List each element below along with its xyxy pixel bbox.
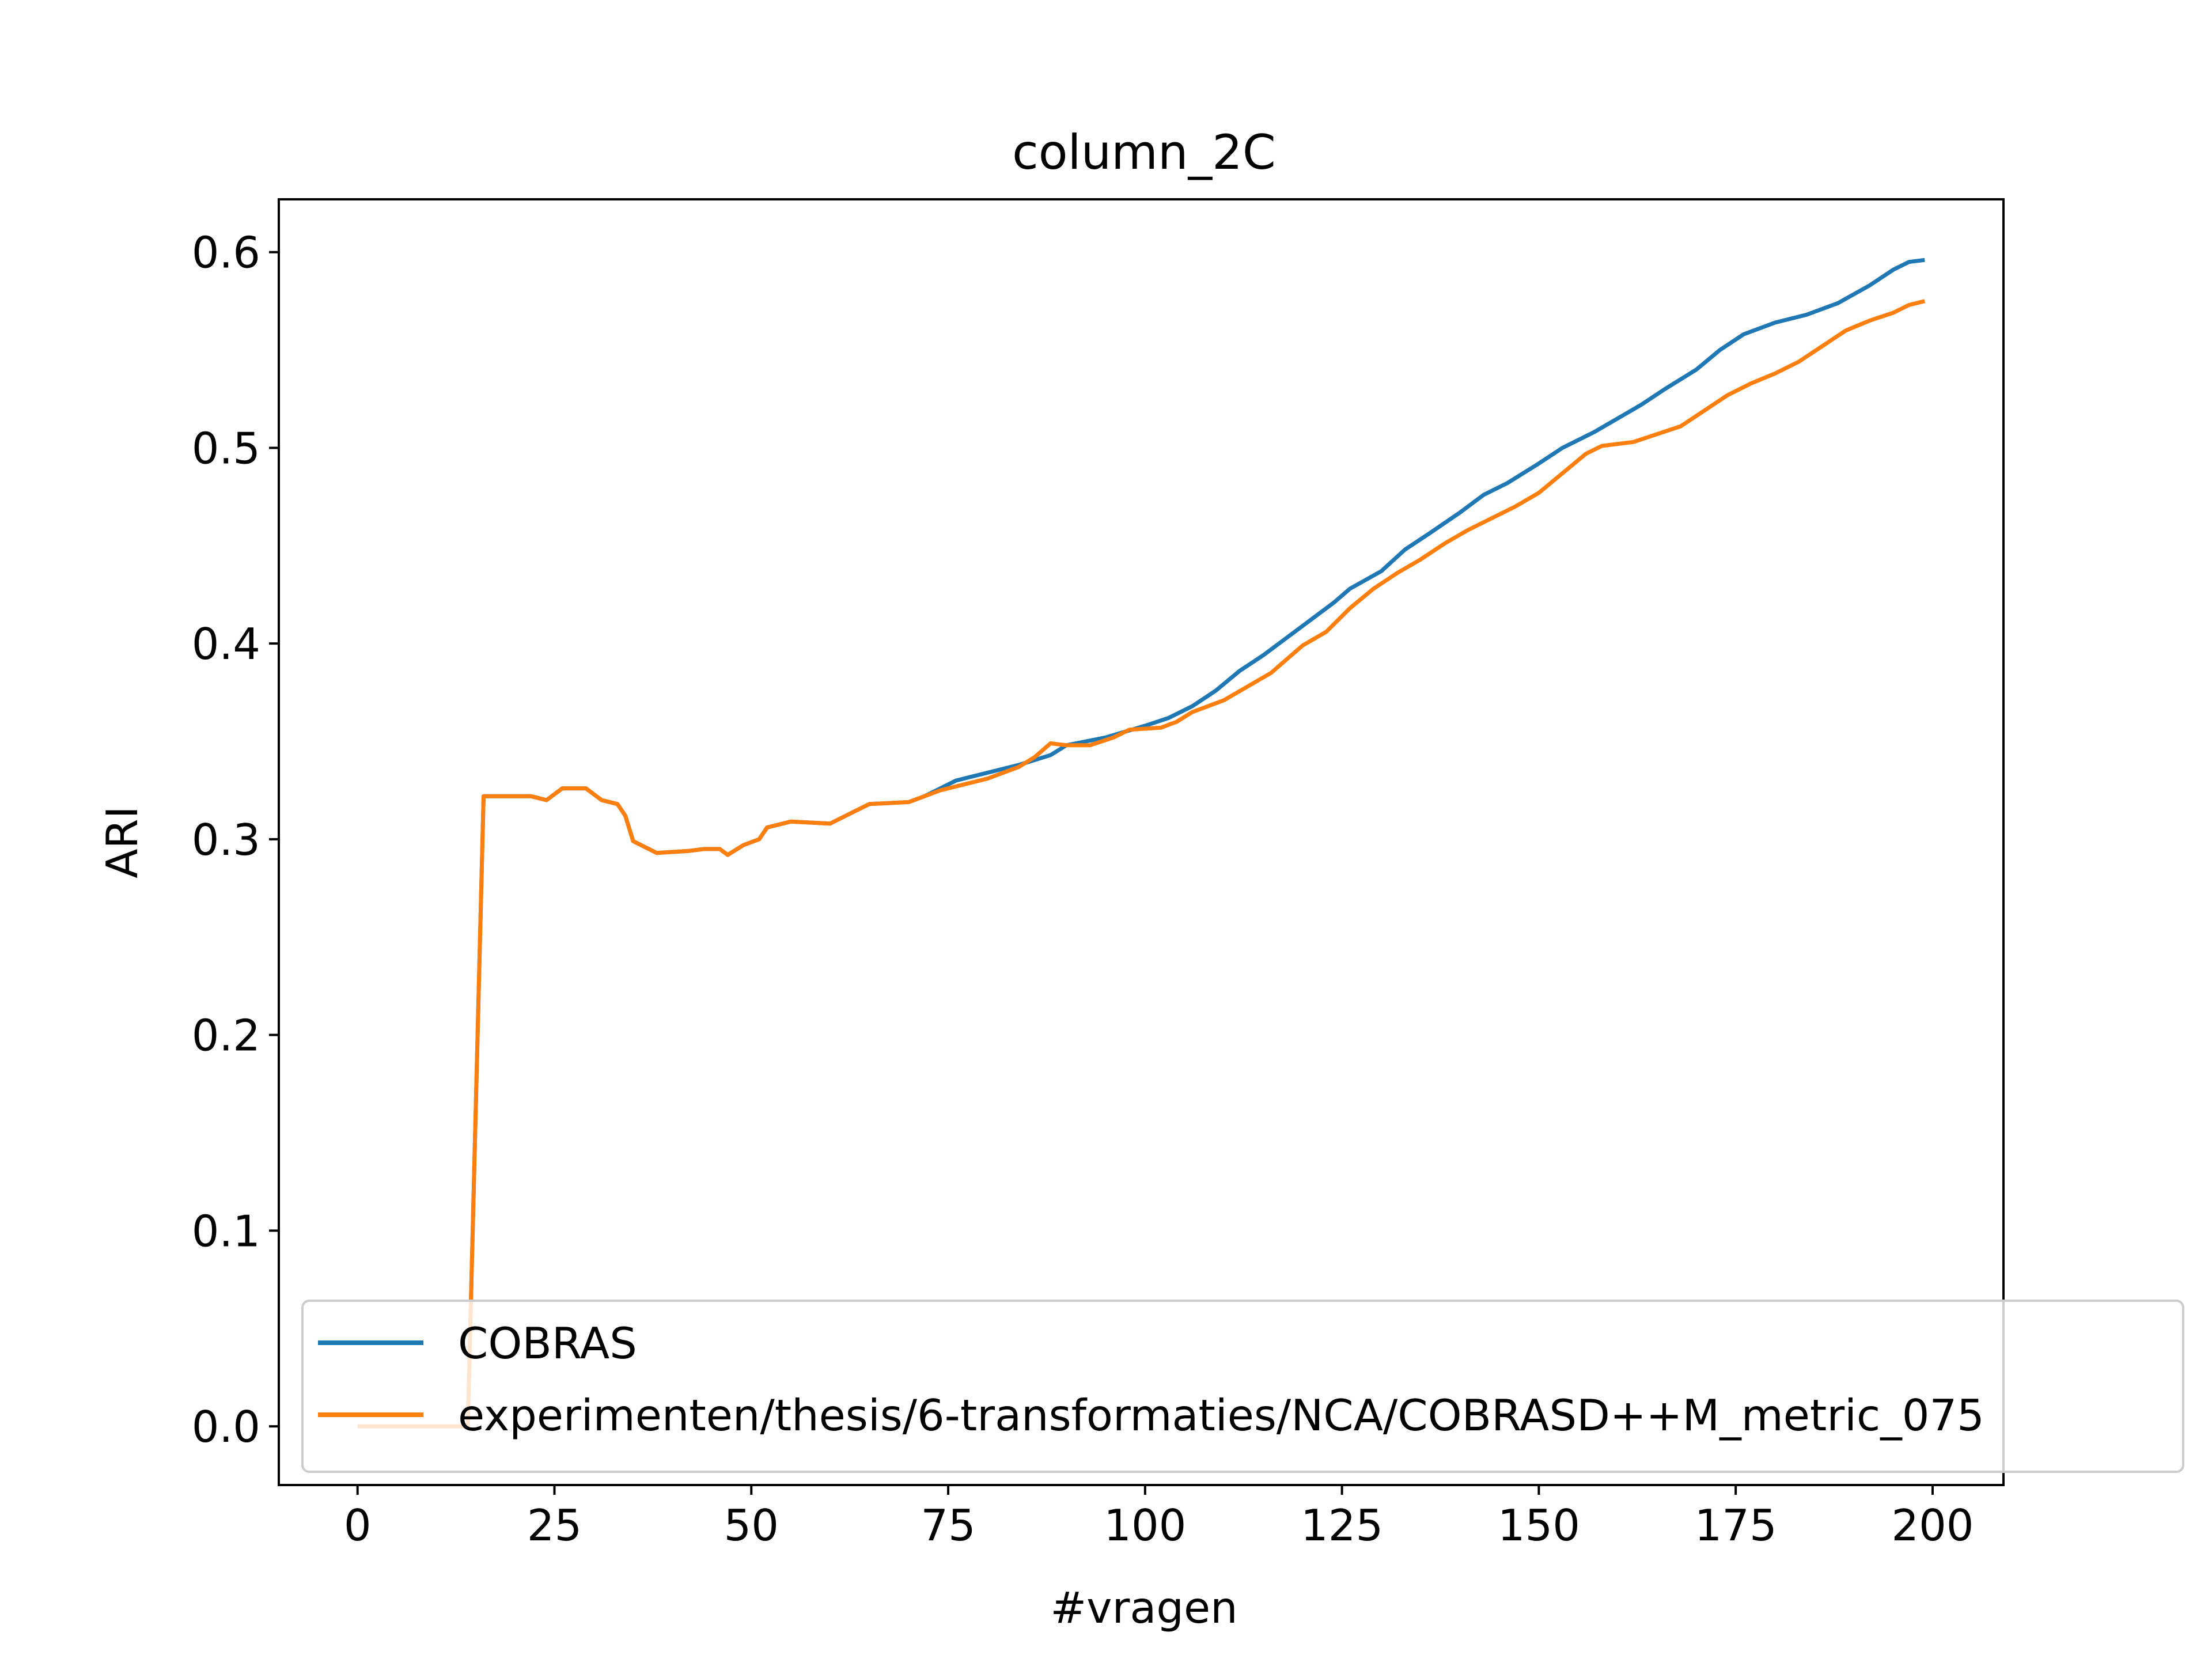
y-tick-label: 0.6 bbox=[192, 228, 260, 278]
x-tick-label: 0 bbox=[344, 1500, 372, 1551]
legend-label-cobras: COBRAS bbox=[458, 1318, 637, 1369]
legend-label-nca-metric: experimenten/thesis/6-transformaties/NCA… bbox=[458, 1390, 1984, 1441]
y-tick-label: 0.3 bbox=[192, 815, 260, 865]
x-tick-label: 25 bbox=[527, 1500, 582, 1551]
chart-title: column_2C bbox=[1012, 124, 1276, 180]
x-tick-label: 200 bbox=[1891, 1500, 1974, 1551]
y-tick-label: 0.1 bbox=[192, 1206, 260, 1256]
axes-frame bbox=[278, 198, 2005, 1486]
x-axis-label: #vragen bbox=[1050, 1582, 1237, 1633]
x-tick-label: 125 bbox=[1301, 1500, 1383, 1551]
x-axis: 0 25 50 75 100 125 150 175 200 bbox=[344, 1485, 1974, 1551]
x-tick-label: 175 bbox=[1695, 1500, 1777, 1551]
plot-area bbox=[357, 257, 1926, 1429]
x-tick-label: 75 bbox=[921, 1500, 975, 1551]
legend: COBRAS experimenten/thesis/6-transformat… bbox=[301, 1300, 2184, 1473]
y-tick-label: 0.5 bbox=[192, 423, 260, 474]
y-tick-label: 0.0 bbox=[192, 1402, 260, 1452]
x-tick-label: 100 bbox=[1104, 1500, 1186, 1551]
y-axis-label: ARI bbox=[97, 806, 147, 878]
y-tick-label: 0.2 bbox=[192, 1010, 260, 1061]
x-tick-label: 150 bbox=[1498, 1500, 1580, 1551]
x-tick-label: 50 bbox=[724, 1500, 779, 1551]
series-line-0 bbox=[357, 257, 1925, 1429]
y-axis: 0.0 0.1 0.2 0.3 0.4 0.5 0.6 bbox=[192, 228, 279, 1452]
series-line-1 bbox=[357, 299, 1926, 1429]
legend-box bbox=[301, 1300, 2184, 1473]
y-tick-label: 0.4 bbox=[192, 619, 260, 669]
